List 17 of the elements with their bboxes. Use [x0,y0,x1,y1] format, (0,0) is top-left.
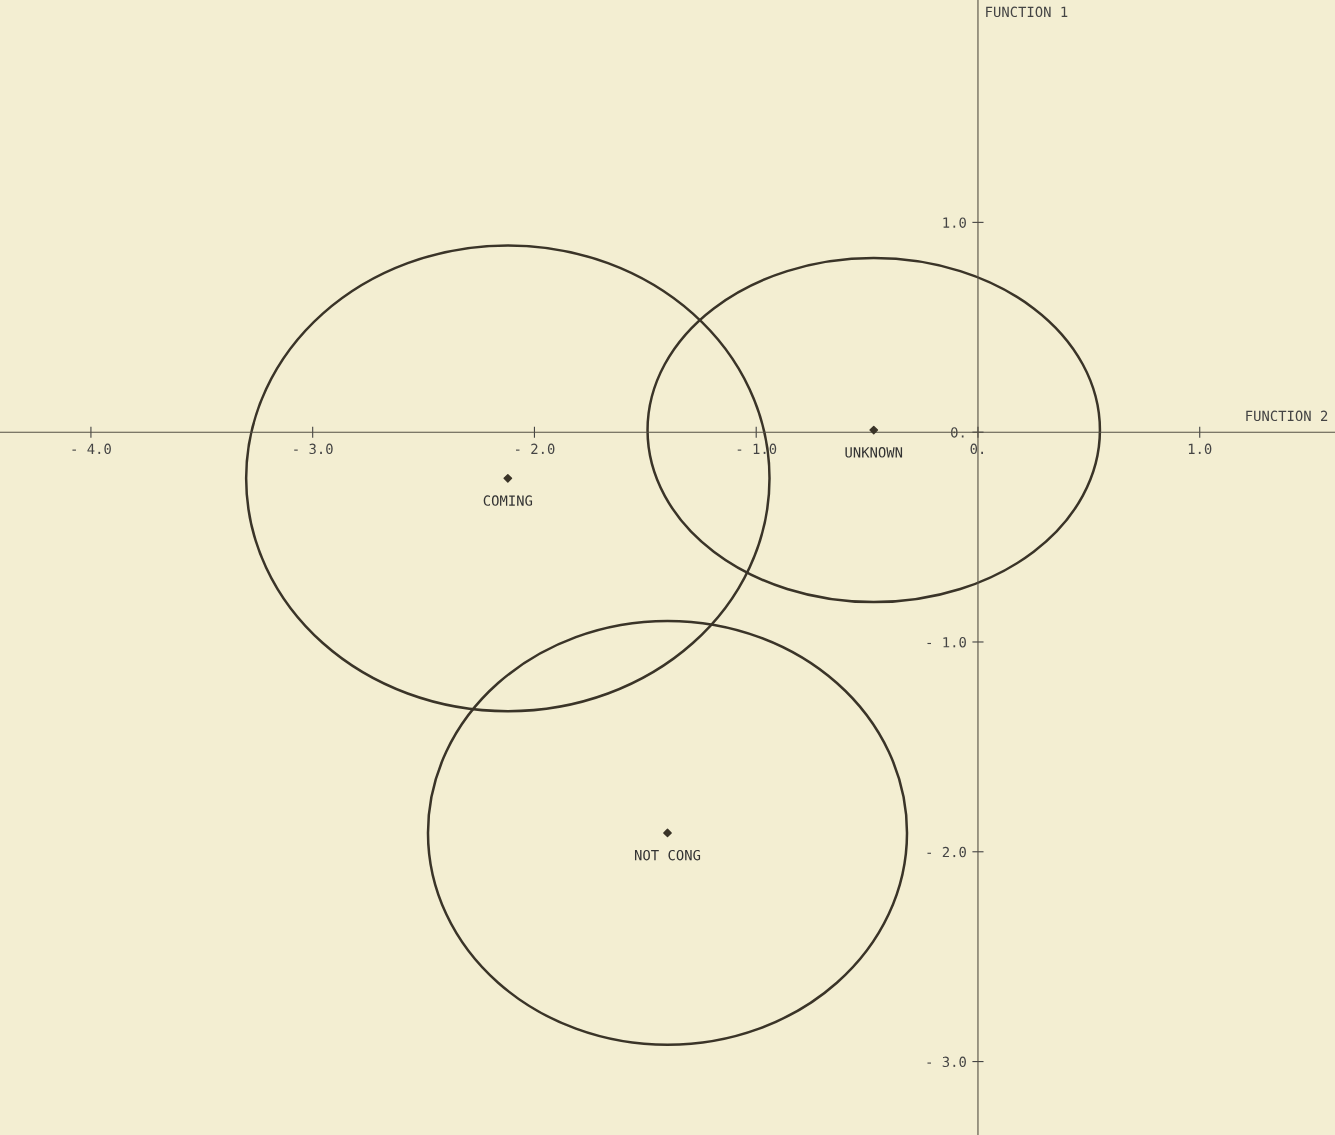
x-tick-label: - 3.0 [294,443,333,455]
annotation: COMING [483,495,533,506]
point [663,828,672,838]
y-tick-label: - 3.0 [927,1056,966,1068]
y-tick-label: - 2.0 [927,846,966,858]
y-axis-title: FUNCTION 1 [986,6,1068,18]
x-axis-title: FUNCTION 2 [1246,410,1328,422]
annotation: NOT CONG [635,849,701,861]
annotation: UNKNOWN [845,447,903,458]
y-tick-label: - 1.0 [927,636,966,648]
x-tick-label: - 4.0 [72,443,111,455]
x-tick-label: - 2.0 [515,443,555,455]
point [869,425,879,435]
point [503,473,513,483]
y-tick-label: 1.0 [943,217,966,228]
x-tick-label: 0. [970,443,983,455]
x-tick-label: 1.0 [1188,443,1212,455]
